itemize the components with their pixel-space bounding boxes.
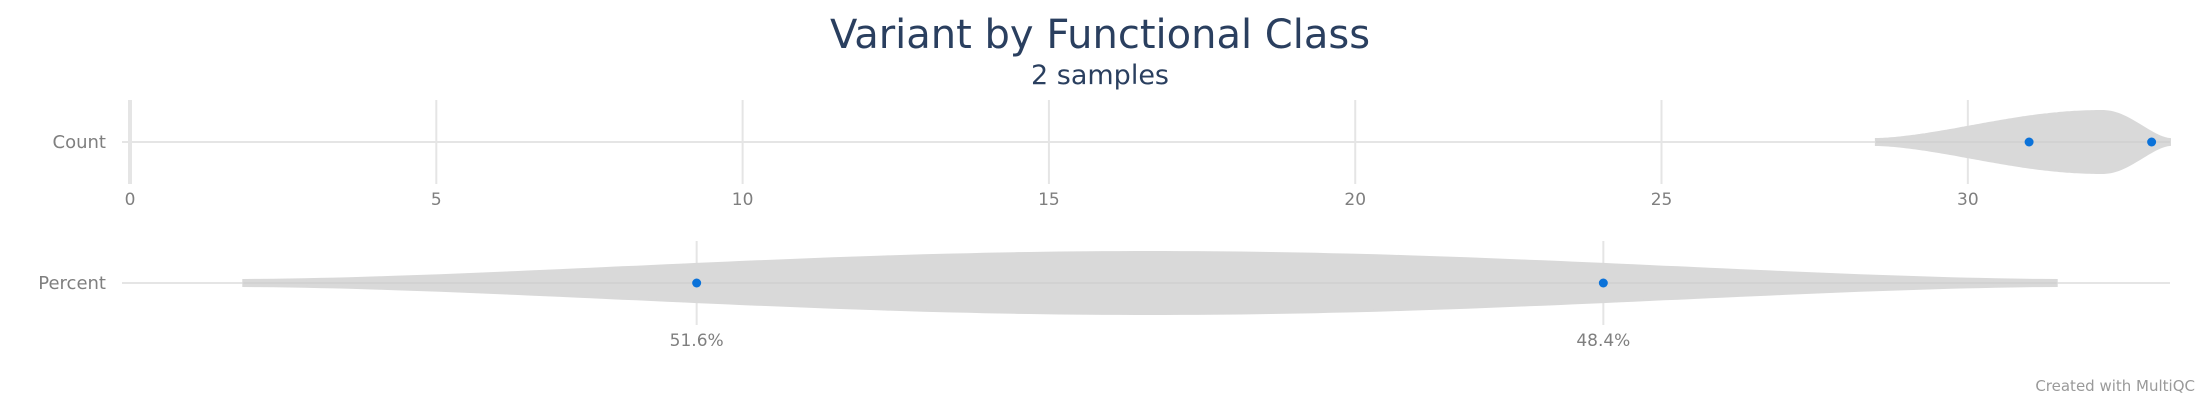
- count-panel: Count 0 5 10 15 20 25 30: [53, 100, 2171, 210]
- tick-label: 20: [1344, 190, 1366, 210]
- tick-label: 10: [732, 190, 754, 210]
- sample-point[interactable]: [2147, 137, 2157, 147]
- row-label-count: Count: [53, 132, 106, 153]
- chart-subtitle: 2 samples: [1031, 60, 1169, 91]
- tick-label: 48.4%: [1576, 331, 1630, 351]
- credit-text: Created with MultiQC: [2035, 377, 2195, 395]
- sample-point[interactable]: [2024, 137, 2034, 147]
- tick-label: 25: [1651, 190, 1673, 210]
- tick-label: 15: [1038, 190, 1060, 210]
- percent-panel: Percent 51.6% 48.4%: [38, 241, 2170, 351]
- tick-label: 30: [1957, 190, 1979, 210]
- sample-point[interactable]: [692, 278, 702, 288]
- sample-point[interactable]: [1598, 278, 1608, 288]
- tick-label: 51.6%: [670, 331, 724, 351]
- tick-label: 5: [431, 190, 442, 210]
- row-label-percent: Percent: [38, 273, 106, 294]
- tick-label: 0: [125, 190, 136, 210]
- chart-title: Variant by Functional Class: [830, 12, 1370, 58]
